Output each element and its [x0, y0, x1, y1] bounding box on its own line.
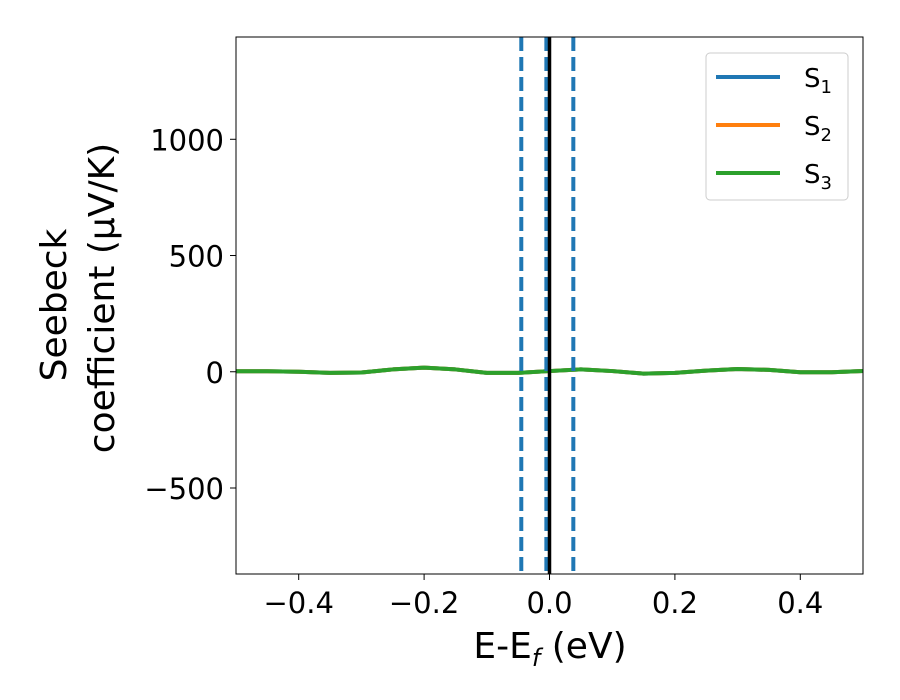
legend-label-main: S	[804, 64, 821, 94]
legend-label-sub: 3	[821, 173, 832, 194]
legend-label-s2: S2	[804, 112, 832, 146]
y-axis-title-line1: Seebeck	[34, 228, 75, 381]
legend-label-s3: S3	[804, 160, 832, 194]
legend-label-sub: 1	[821, 77, 832, 98]
axes-layer: −0.4 −0.2 0.0 0.2 0.4 −500 0 500 1000	[144, 123, 823, 620]
legend-label-s1: S1	[804, 64, 832, 98]
y-tick-label: 0	[206, 356, 224, 390]
x-tick-label: −0.2	[389, 586, 459, 620]
legend-label-main: S	[804, 112, 821, 142]
y-tick-label: 1000	[150, 123, 224, 157]
x-axis-title-main: E-E	[473, 626, 531, 667]
y-tick-label: 500	[169, 240, 224, 274]
y-tick-label: −500	[144, 472, 224, 506]
x-tick-label: −0.4	[263, 586, 333, 620]
legend-label-sub: 2	[821, 125, 832, 146]
y-axis-title-line2: coefficient (μV/K)	[82, 143, 123, 453]
x-tick-label: 0.0	[526, 586, 572, 620]
x-axis-title: E-Ef (eV)	[473, 626, 626, 672]
legend-label-main: S	[804, 160, 821, 190]
plot-layer	[236, 37, 864, 574]
x-tick-label: 0.2	[652, 586, 698, 620]
x-tick-label: 0.4	[777, 586, 823, 620]
x-axis-title-unit: (eV)	[540, 626, 626, 667]
